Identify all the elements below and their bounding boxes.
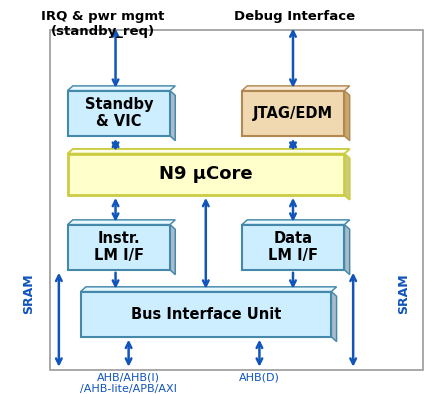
- Text: N9 μCore: N9 μCore: [159, 165, 253, 183]
- Text: SRAM: SRAM: [22, 273, 35, 314]
- FancyBboxPatch shape: [50, 30, 423, 370]
- Polygon shape: [170, 91, 175, 141]
- Polygon shape: [344, 91, 350, 141]
- Polygon shape: [344, 225, 350, 275]
- Text: Data
LM I/F: Data LM I/F: [268, 231, 318, 264]
- FancyBboxPatch shape: [68, 91, 170, 136]
- Polygon shape: [68, 149, 350, 154]
- Polygon shape: [68, 220, 175, 225]
- Text: Standby
& VIC: Standby & VIC: [85, 97, 153, 130]
- FancyBboxPatch shape: [68, 225, 170, 270]
- Text: Bus Interface Unit: Bus Interface Unit: [131, 307, 281, 322]
- FancyBboxPatch shape: [242, 225, 344, 270]
- FancyBboxPatch shape: [81, 292, 331, 337]
- Polygon shape: [344, 154, 350, 200]
- Polygon shape: [68, 86, 175, 91]
- Polygon shape: [170, 225, 175, 275]
- FancyBboxPatch shape: [68, 154, 344, 195]
- Text: AHB/AHB(I)
/AHB-lite/APB/AXI: AHB/AHB(I) /AHB-lite/APB/AXI: [80, 372, 177, 394]
- Text: JTAG/EDM: JTAG/EDM: [253, 106, 333, 121]
- Text: Instr.
LM I/F: Instr. LM I/F: [94, 231, 144, 264]
- Polygon shape: [242, 220, 350, 225]
- Polygon shape: [81, 287, 337, 292]
- Text: Debug Interface: Debug Interface: [234, 10, 355, 23]
- Text: SRAM: SRAM: [397, 273, 410, 314]
- FancyBboxPatch shape: [242, 91, 344, 136]
- Text: AHB(D): AHB(D): [239, 372, 280, 382]
- Text: IRQ & pwr mgmt
(standby_req): IRQ & pwr mgmt (standby_req): [41, 10, 164, 38]
- Polygon shape: [331, 292, 337, 342]
- Polygon shape: [242, 86, 350, 91]
